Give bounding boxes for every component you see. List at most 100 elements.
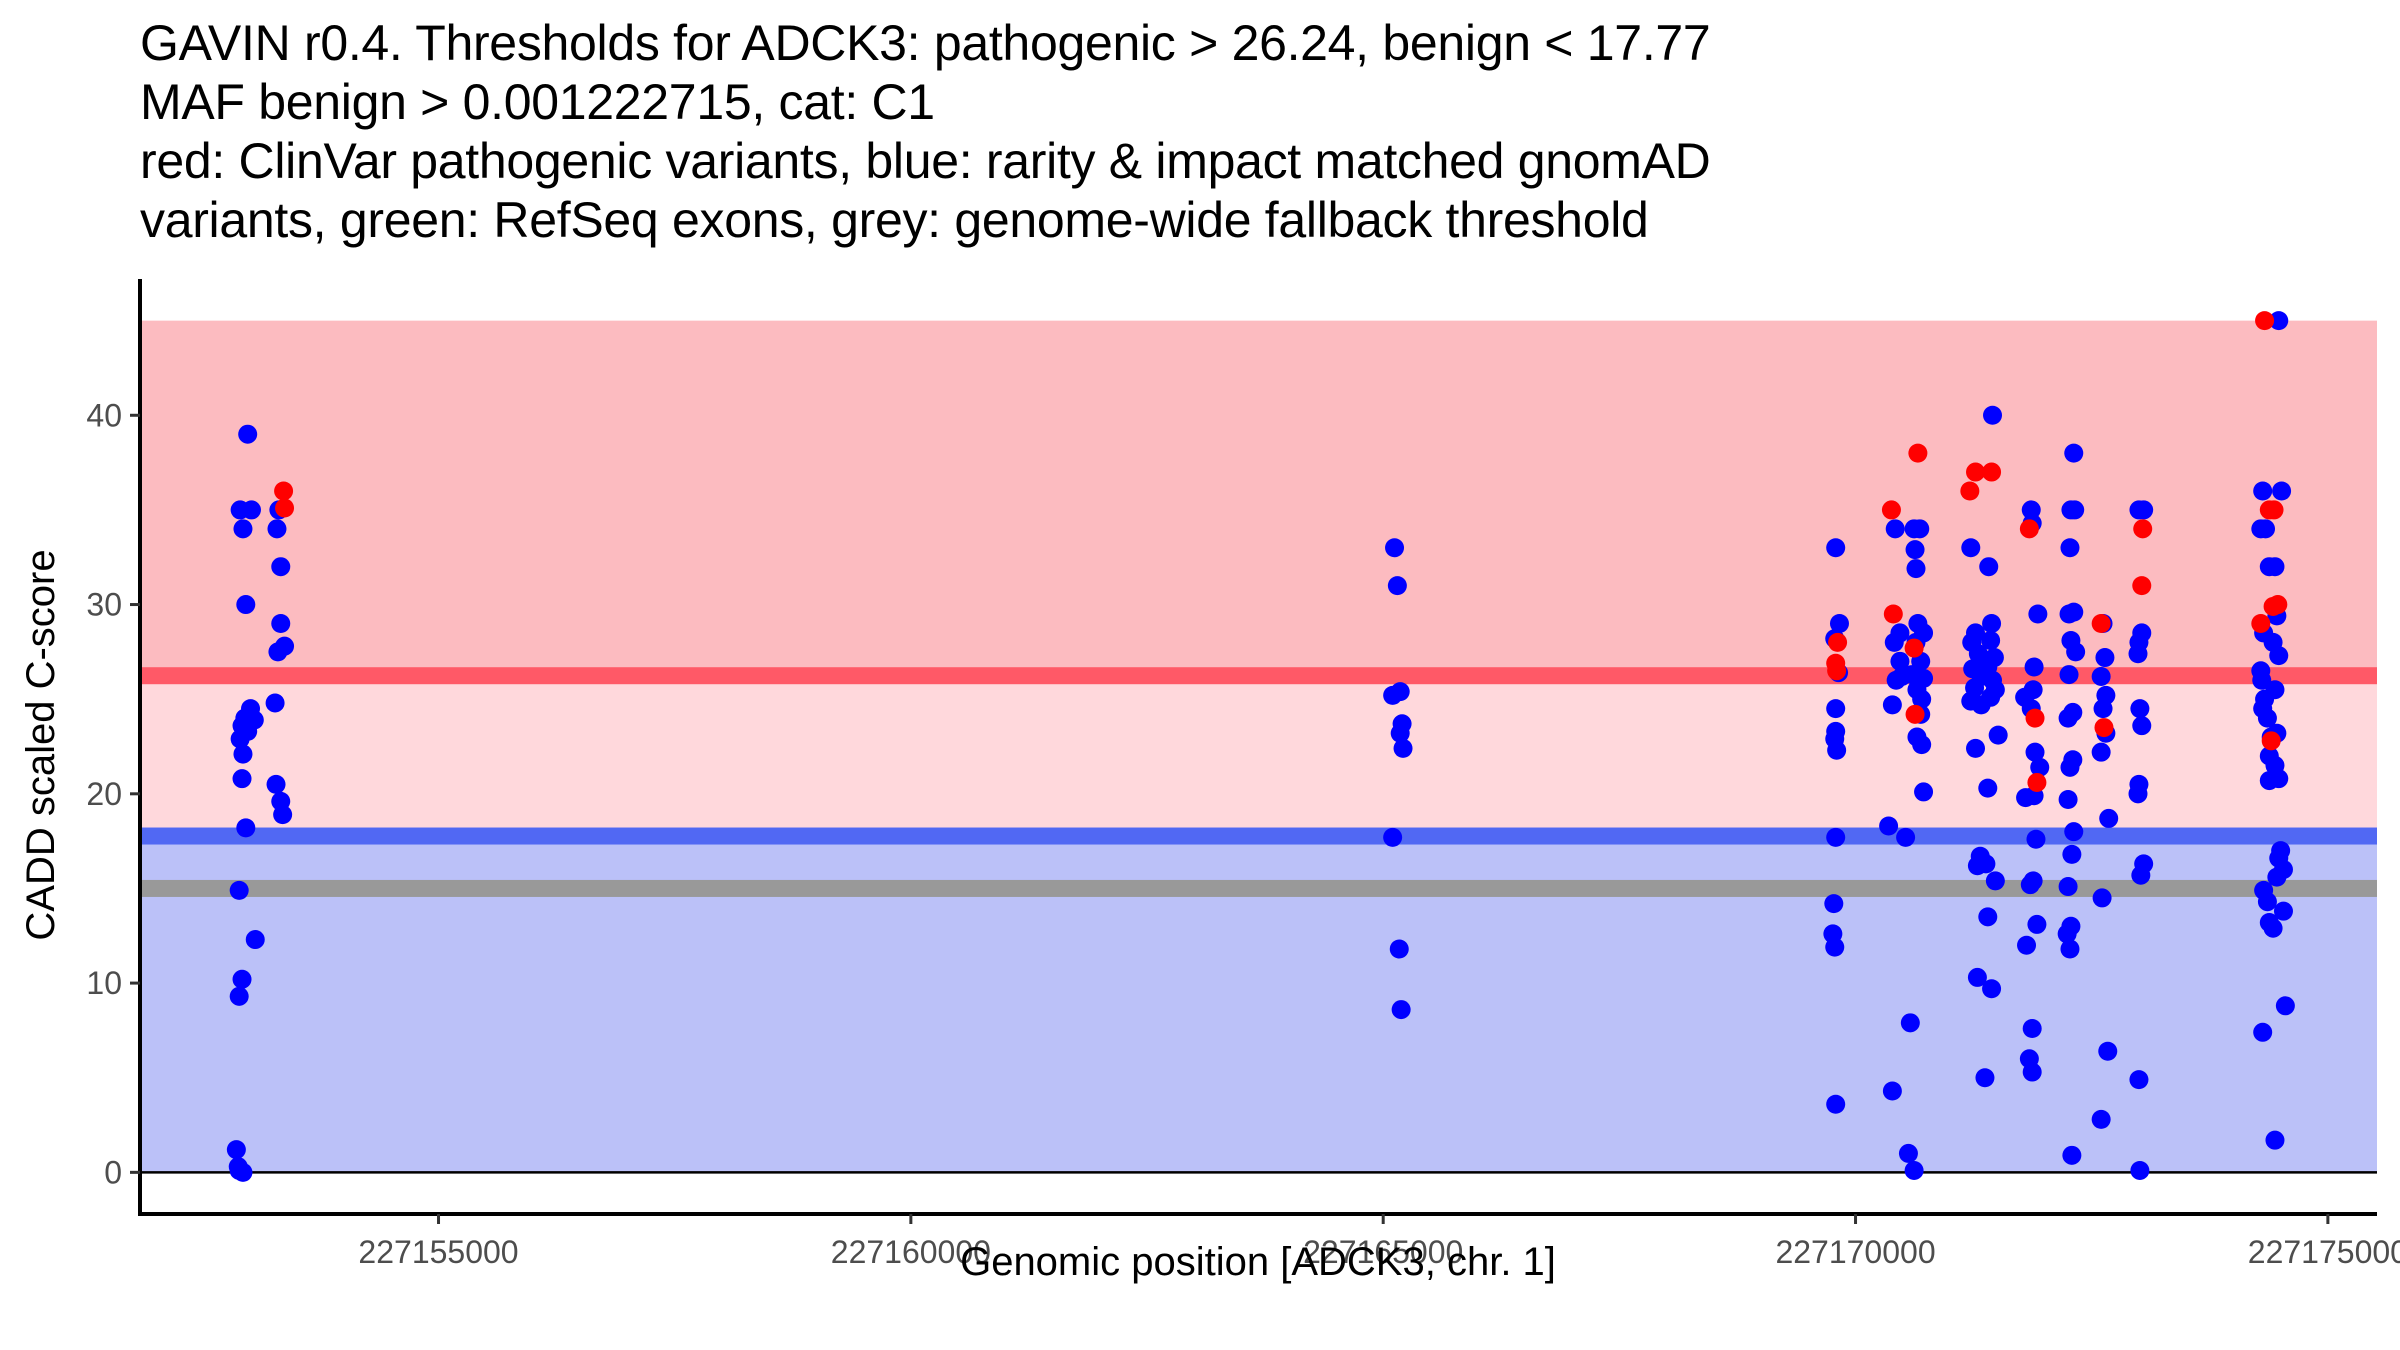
gnomad-point (2060, 939, 2080, 959)
gnomad-point (1898, 1143, 1918, 1163)
gnomad-point (1978, 907, 1998, 927)
gnomad-point (229, 880, 249, 900)
y-tick-label: 30 (86, 587, 122, 623)
clinvar-point (2264, 500, 2284, 520)
gnomad-point (2057, 924, 2077, 944)
gnomad-point (2093, 699, 2113, 719)
gnomad-point (2269, 311, 2289, 331)
gnomad-point (2128, 784, 2148, 804)
gnomad-point (1385, 538, 1405, 558)
threshold-lines (142, 667, 2377, 897)
gnomad-point (2064, 443, 2084, 463)
gnomad-point (1982, 613, 2002, 633)
gnomad-point (1912, 689, 1932, 709)
clinvar-point (1966, 462, 1986, 482)
gnomad-point (1982, 979, 2002, 999)
gnomad-point (2017, 935, 2037, 955)
gnomad-point (1829, 613, 1849, 633)
x-axis-title: Genomic position [ADCK3, chr. 1] (960, 1240, 1556, 1284)
gnomad-point (2099, 808, 2119, 828)
gnomad-point (1885, 519, 1905, 539)
gnomad-point (2098, 1041, 2118, 1061)
gnomad-point (1825, 937, 1845, 957)
gnomad-point (1904, 1160, 1924, 1180)
gnomad-point (275, 636, 295, 656)
threshold-line-genome-wide-fallback (142, 879, 2377, 897)
gnomad-point (1976, 854, 1996, 874)
gnomad-point (2060, 757, 2080, 777)
y-tick-label: 40 (86, 397, 122, 433)
gnomad-point (229, 1160, 249, 1180)
clinvar-point (2255, 311, 2275, 331)
gnomad-point (1879, 816, 1899, 836)
clinvar-point (1828, 632, 1848, 652)
gnomad-point (2062, 844, 2082, 864)
gnomad-point (2257, 708, 2277, 728)
title-line-2: MAF benign > 0.001222715, cat: C1 (140, 74, 935, 130)
threshold-line-benign (142, 827, 2377, 845)
gnomad-point (1826, 699, 1846, 719)
gnomad-point (1827, 740, 1847, 760)
gnomad-point (2253, 1022, 2273, 1042)
gnomad-point (1882, 695, 1902, 715)
clinvar-point (1982, 462, 2002, 482)
gnomad-point (2257, 892, 2277, 912)
gnomad-point (229, 986, 249, 1006)
gnomad-point (1983, 405, 2003, 425)
gnomad-point (241, 500, 261, 520)
gnomad-point (2132, 716, 2152, 736)
title-line-3: red: ClinVar pathogenic variants, blue: … (140, 133, 1711, 189)
gnomad-point (2095, 648, 2115, 668)
x-tick-label: 227175000 (2248, 1234, 2400, 1270)
gnomad-point (2263, 918, 2283, 938)
gnomad-point (1900, 1013, 1920, 1033)
gnomad-point (1824, 894, 1844, 914)
gnomad-point (2269, 769, 2289, 789)
gnomad-point (2027, 914, 2047, 934)
gnomad-point (1826, 1094, 1846, 1114)
gnomad-point (2066, 642, 2086, 662)
gnomad-point (2064, 602, 2084, 622)
clinvar-point (2094, 718, 2114, 738)
gnomad-point (271, 557, 291, 577)
gnomad-point (2059, 665, 2079, 685)
gnomad-point (1988, 725, 2008, 745)
gnomad-point (1393, 738, 1413, 758)
gnomad-point (2062, 1145, 2082, 1165)
gnomad-point (271, 613, 291, 633)
gnomad-point (2022, 1062, 2042, 1082)
gnomad-point (245, 930, 265, 950)
clinvar-point (1904, 638, 1924, 658)
gnomad-point (238, 424, 258, 444)
gnomad-point (2016, 788, 2036, 808)
gnomad-point (273, 805, 293, 825)
y-tick-label: 20 (86, 776, 122, 812)
data-points (226, 311, 2295, 1182)
gnomad-point (2267, 867, 2287, 887)
gnomad-point (1981, 687, 2001, 707)
axes: 0 10 20 30 40 227155000 227160000 227165000 2271… (86, 279, 2400, 1270)
gnomad-point (2091, 666, 2111, 686)
gnomad-point (2265, 1130, 2285, 1150)
clinvar-point (274, 481, 294, 501)
gnomad-point (2028, 604, 2048, 624)
y-tick-label: 0 (104, 1154, 122, 1190)
gnomad-point (232, 969, 252, 989)
gnomad-point (1391, 1000, 1411, 1020)
gnomad-point (1979, 557, 1999, 577)
gnomad-point (2269, 646, 2289, 666)
gnomad-point (1383, 685, 1403, 705)
clinvar-point (1960, 481, 1980, 501)
gnomad-point (1975, 1068, 1995, 1088)
gnomad-point (1389, 939, 1409, 959)
gnomad-point (1905, 540, 1925, 560)
gnomad-point (2030, 757, 2050, 777)
clinvar-point (1908, 443, 1928, 463)
gnomad-point (2275, 996, 2295, 1016)
gnomad-point (1896, 827, 1916, 847)
gnomad-point (1910, 519, 1930, 539)
y-axis-title: CADD scaled C-score (19, 549, 63, 940)
gnomad-point (1985, 871, 2005, 891)
band-pathogenic (142, 320, 2377, 676)
title-line-4: variants, green: RefSeq exons, grey: gen… (140, 192, 1649, 248)
